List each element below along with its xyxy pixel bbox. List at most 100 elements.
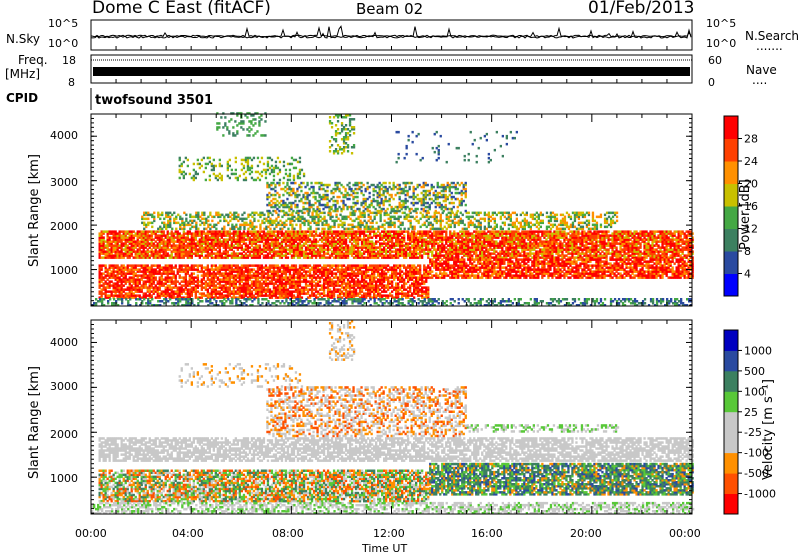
heatmap-cell [169, 292, 171, 295]
heatmap-cell [249, 268, 251, 271]
heatmap-cell [521, 254, 523, 257]
heatmap-cell [629, 254, 631, 257]
heatmap-cell [203, 286, 205, 289]
heatmap-cell [525, 252, 527, 255]
heatmap-cell [199, 284, 201, 287]
heatmap-cell [503, 236, 505, 239]
heatmap-cell [221, 272, 223, 275]
heatmap-cell [309, 288, 311, 291]
heatmap-cell [485, 244, 487, 247]
heatmap-cell [271, 230, 273, 233]
heatmap-cell [183, 268, 185, 271]
heatmap-cell [495, 250, 497, 253]
heatmap-cell [469, 238, 471, 241]
heatmap-cell [269, 280, 271, 283]
heatmap-cell [311, 230, 313, 233]
heatmap-cell [237, 230, 239, 233]
heatmap-cell [337, 246, 339, 249]
heatmap-cell [391, 250, 393, 253]
heatmap-cell [217, 230, 219, 233]
heatmap-cell [305, 264, 307, 267]
heatmap-cell [249, 250, 251, 253]
heatmap-cell [175, 264, 177, 267]
heatmap-cell [141, 250, 143, 253]
heatmap-cell [407, 242, 409, 245]
heatmap-cell [271, 290, 273, 293]
heatmap-cell [147, 264, 149, 267]
heatmap-cell [157, 250, 159, 253]
heatmap-cell [251, 254, 253, 257]
heatmap-cell [603, 230, 605, 233]
heatmap-cell [183, 284, 185, 287]
heatmap-cell [321, 254, 323, 257]
heatmap-cell [535, 230, 537, 233]
heatmap-cell [179, 264, 181, 267]
heatmap-cell [117, 294, 119, 297]
heatmap-cell [343, 252, 345, 255]
heatmap-cell [535, 234, 537, 237]
heatmap-cell [241, 294, 243, 297]
heatmap-cell [437, 242, 439, 245]
heatmap-cell [201, 278, 203, 281]
heatmap-cell [471, 232, 473, 235]
heatmap-cell [111, 230, 113, 233]
heatmap-cell [263, 270, 265, 273]
heatmap-cell [453, 230, 455, 233]
heatmap-cell [263, 242, 265, 245]
heatmap-cell [151, 294, 153, 297]
heatmap-cell [167, 284, 169, 287]
heatmap-cell [157, 286, 159, 289]
heatmap-cell [133, 230, 135, 233]
heatmap-cell [189, 288, 191, 291]
heatmap-cell [247, 264, 249, 267]
heatmap-cell [527, 252, 529, 255]
heatmap-cell [609, 252, 611, 255]
heatmap-cell [309, 256, 311, 259]
heatmap-cell [217, 266, 219, 269]
heatmap-cell [135, 240, 137, 243]
heatmap-cell [201, 292, 203, 295]
heatmap-cell [521, 230, 523, 233]
heatmap-cell [163, 266, 165, 269]
heatmap-cell [359, 230, 361, 233]
heatmap-cell [111, 264, 113, 267]
heatmap-cell [171, 264, 173, 267]
heatmap-cell [605, 242, 607, 245]
heatmap-cell [375, 252, 377, 255]
heatmap-cell [517, 230, 519, 233]
heatmap-cell [383, 240, 385, 243]
heatmap-cell [447, 244, 449, 247]
heatmap-cell [305, 292, 307, 295]
heatmap-cell [123, 294, 125, 297]
heatmap-cell [187, 288, 189, 291]
heatmap-cell [175, 240, 177, 243]
heatmap-cell [323, 230, 325, 233]
heatmap-cell [249, 284, 251, 287]
heatmap-cell [399, 230, 401, 233]
heatmap-cell [639, 230, 641, 233]
heatmap-cell [503, 250, 505, 253]
heatmap-cell [645, 238, 647, 241]
heatmap-cell [377, 246, 379, 249]
heatmap-cell [293, 294, 295, 297]
heatmap-cell [355, 230, 357, 233]
heatmap-cell [169, 264, 171, 267]
heatmap-cell [183, 264, 185, 267]
heatmap-cell [507, 230, 509, 233]
heatmap-cell [557, 230, 559, 233]
heatmap-cell [459, 234, 461, 237]
heatmap-cell [175, 236, 177, 239]
heatmap-cell [263, 266, 265, 269]
heatmap-cell [249, 236, 251, 239]
heatmap-cell [109, 272, 111, 275]
heatmap-cell [447, 248, 449, 251]
heatmap-cell [625, 252, 627, 255]
heatmap-cell [255, 264, 257, 267]
heatmap-cell [269, 242, 271, 245]
heatmap-cell [337, 230, 339, 233]
heatmap-cell [541, 240, 543, 243]
heatmap-cell [123, 252, 125, 255]
heatmap-cell [387, 230, 389, 233]
heatmap-cell [209, 252, 211, 255]
heatmap-cell [105, 286, 107, 289]
